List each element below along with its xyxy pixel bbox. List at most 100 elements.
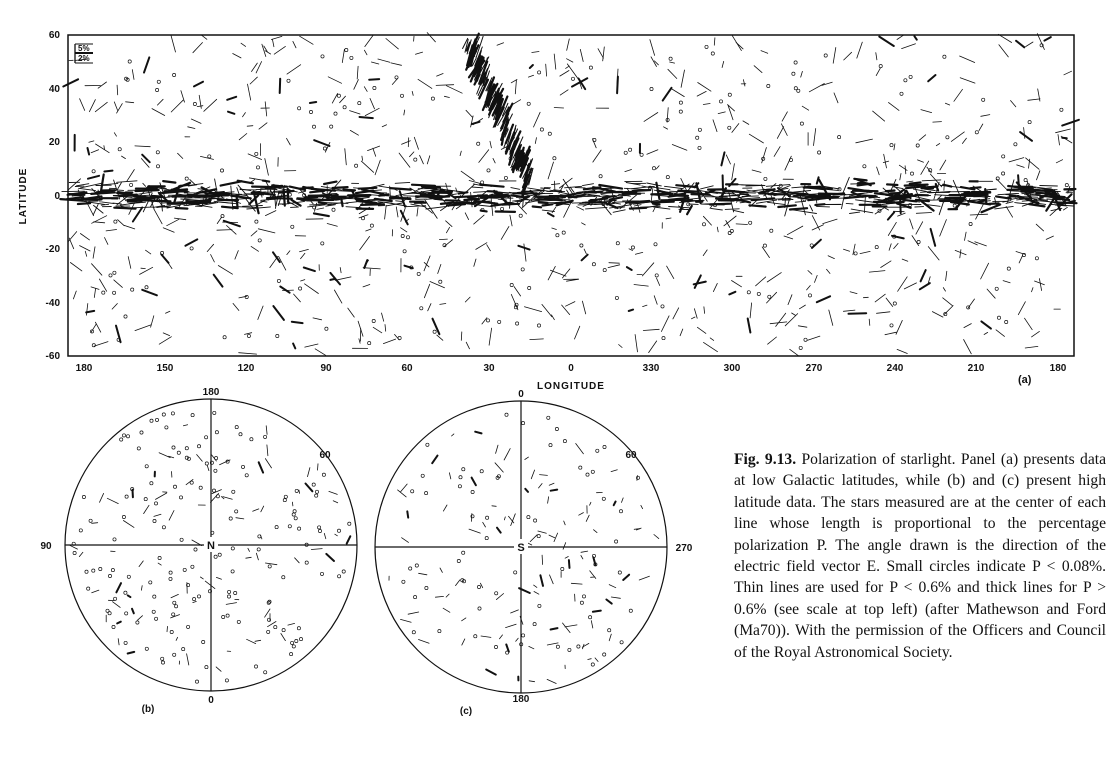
polarization-vector — [482, 521, 486, 528]
polarization-vector — [215, 666, 222, 672]
polarization-vector — [567, 559, 571, 569]
polar-center-box-c — [514, 539, 528, 554]
low-polarization-star — [668, 56, 673, 61]
low-polarization-star — [189, 246, 194, 251]
polarization-vector — [576, 206, 585, 211]
polarization-vector — [669, 61, 675, 64]
polarization-vector — [945, 102, 951, 106]
low-polarization-star — [401, 579, 406, 584]
polarization-vector — [761, 246, 770, 259]
low-polarization-star — [548, 443, 553, 448]
low-polarization-star — [533, 518, 538, 523]
polarization-vector — [512, 136, 524, 159]
polarization-vector — [384, 324, 387, 332]
polarization-vector — [1018, 254, 1023, 264]
low-polarization-star — [532, 622, 537, 627]
low-polarization-star — [290, 224, 295, 229]
polarization-vector — [486, 244, 491, 252]
polarization-vector — [170, 99, 184, 113]
polarization-vector — [374, 159, 381, 176]
low-polarization-star — [192, 597, 197, 602]
polarization-vector — [174, 206, 189, 210]
polarization-vector — [878, 35, 895, 47]
x-tick-180-right: 180 — [1050, 363, 1067, 374]
low-polarization-star — [539, 127, 544, 132]
low-polarization-star — [275, 334, 280, 338]
low-polarization-star — [413, 157, 418, 162]
polarization-vector — [1031, 191, 1050, 195]
polarization-vector — [1019, 131, 1033, 142]
low-polarization-star — [515, 321, 520, 326]
low-polarization-star — [111, 625, 116, 629]
polarization-vector — [463, 198, 477, 202]
polarization-vector — [624, 199, 651, 204]
polarization-vector — [290, 320, 304, 325]
low-polarization-star — [639, 152, 644, 157]
polarization-vector — [364, 34, 374, 47]
polarization-vector — [509, 130, 522, 153]
polarization-vector — [339, 95, 346, 104]
polarization-vector — [541, 209, 555, 212]
polarization-vector — [401, 537, 409, 543]
polarization-vector — [967, 240, 978, 246]
polarization-vector — [189, 179, 196, 186]
low-polarization-star — [228, 516, 233, 521]
polarization-vector — [93, 221, 106, 224]
low-polarization-star — [184, 446, 189, 451]
polarization-vector — [372, 326, 383, 334]
low-polarization-star — [536, 534, 541, 539]
low-polarization-star — [267, 564, 272, 569]
polarization-vector — [510, 293, 519, 311]
polarization-vector — [111, 303, 118, 310]
polarization-vector — [440, 188, 464, 193]
polarization-vector — [528, 646, 535, 650]
polarization-vector — [222, 219, 241, 228]
polarization-vector — [702, 103, 711, 105]
low-polarization-star — [126, 434, 130, 439]
low-polarization-star — [763, 176, 768, 181]
polarization-vector — [354, 197, 364, 201]
low-polarization-star — [908, 202, 913, 207]
low-polarization-star — [727, 125, 732, 130]
polarization-vector — [335, 197, 354, 201]
polarization-vector — [143, 56, 151, 74]
polarization-vector — [341, 49, 345, 63]
low-polarization-star — [555, 644, 560, 649]
polarization-vector — [1036, 33, 1045, 50]
polarization-vector — [781, 111, 788, 122]
polarization-vector — [80, 233, 90, 241]
polarization-vector — [86, 303, 89, 316]
polarization-vector — [541, 303, 553, 318]
polarization-vector — [440, 201, 454, 212]
polarization-vector — [474, 430, 483, 435]
low-polarization-star — [309, 110, 313, 114]
polarization-vector — [140, 158, 150, 168]
polarization-vector — [602, 46, 605, 62]
polarization-vector — [915, 221, 924, 235]
polarization-vector — [91, 589, 100, 594]
polarization-vector — [533, 111, 541, 128]
polarization-vector — [1008, 194, 1017, 198]
polarization-vector — [855, 138, 873, 144]
polarization-vector — [758, 188, 776, 194]
polarization-vector — [258, 122, 268, 130]
low-polarization-star — [287, 524, 292, 529]
polarization-vector — [776, 126, 785, 139]
polarization-vector — [70, 262, 83, 272]
low-polarization-star — [290, 640, 295, 645]
polarization-vector — [539, 474, 548, 476]
polar-b-diag-label: 60 — [319, 450, 331, 461]
low-polarization-star — [171, 445, 176, 450]
polarization-vector — [113, 279, 123, 288]
polarization-vector — [307, 467, 311, 478]
polarization-vector — [920, 109, 932, 113]
polarization-vector — [95, 321, 102, 333]
polarization-vector — [828, 309, 834, 326]
polarization-vector — [787, 294, 793, 306]
y-axis-title: LATITUDE — [18, 168, 29, 225]
polarization-vector — [476, 77, 484, 95]
polarization-vector — [743, 79, 746, 87]
polarization-vector — [826, 268, 831, 274]
low-polarization-star — [411, 630, 416, 635]
polarization-vector — [310, 548, 323, 550]
